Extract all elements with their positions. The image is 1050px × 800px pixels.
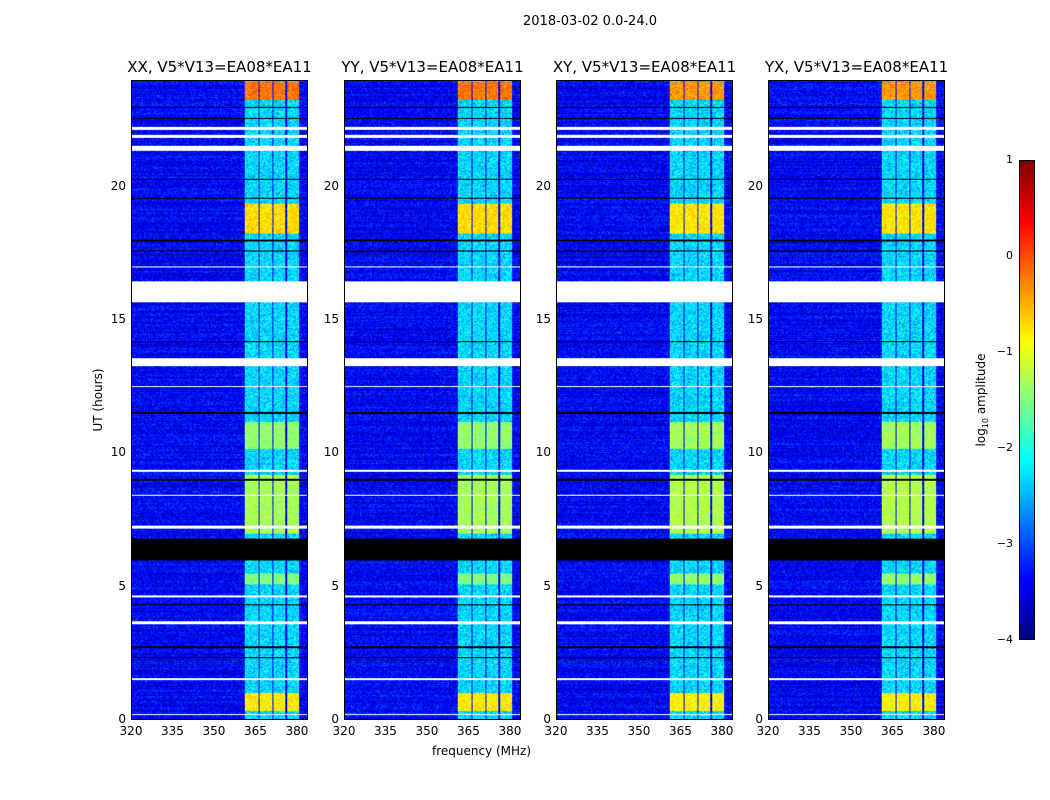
y-tick-label: 10: [535, 445, 551, 460]
panel-title: YY, V5*V13=EA08*EA11: [341, 58, 524, 76]
x-tick-label: 350: [202, 724, 226, 738]
x-tick-label: 365: [881, 724, 904, 738]
y-tick-label: 20: [535, 178, 551, 193]
y-tick-label: 20: [747, 178, 763, 193]
y-tick-label: 0: [118, 712, 126, 726]
y-tick-label: 15: [323, 312, 339, 326]
x-tick-label: 380: [498, 724, 522, 738]
panel-title: XX, V5*V13=EA08*EA11: [127, 58, 312, 76]
x-tick-label: 380: [285, 724, 309, 738]
x-tick-label: 365: [669, 724, 692, 738]
spectrogram-panel: [556, 80, 733, 720]
y-axis-label: UT (hours): [91, 368, 105, 432]
panel-title: YX, V5*V13=EA08*EA11: [764, 58, 949, 76]
x-tick-label: 335: [374, 724, 397, 738]
x-tick-label: 350: [627, 724, 651, 738]
y-tick-label: 5: [331, 578, 339, 593]
y-tick-label: 20: [110, 178, 126, 193]
y-tick-label: 15: [535, 312, 551, 326]
y-tick-label: 15: [747, 312, 763, 326]
x-tick-label: 335: [586, 724, 609, 738]
x-tick-label: 380: [710, 724, 734, 738]
y-tick-label: 0: [331, 712, 339, 726]
colorbar-tick-label: −3: [996, 537, 1013, 550]
x-tick-label: 380: [922, 724, 946, 738]
x-tick-label: 350: [415, 724, 439, 738]
x-axis-label: frequency (MHz): [432, 744, 532, 758]
spectrogram-panel: [131, 80, 308, 720]
x-tick-label: 320: [119, 724, 143, 738]
y-tick-label: 15: [110, 312, 126, 326]
y-tick-label: 5: [118, 578, 126, 593]
colorbar-tick-label: −1: [996, 345, 1013, 358]
colorbar-tick-label: 0: [1006, 249, 1013, 262]
x-tick-label: 335: [161, 724, 184, 738]
colorbar-tick-label: −2: [996, 441, 1013, 454]
spectrogram-panel: [768, 80, 945, 720]
x-tick-label: 350: [839, 724, 863, 738]
y-tick-label: 0: [755, 712, 763, 726]
x-tick-label: 365: [244, 724, 267, 738]
colorbar-tick-label: −4: [996, 633, 1013, 646]
y-tick-label: 5: [543, 578, 551, 593]
y-tick-label: 10: [747, 445, 763, 460]
spectrogram-panel: [344, 80, 521, 720]
x-tick-label: 365: [457, 724, 480, 738]
y-tick-label: 10: [323, 445, 339, 460]
colorbar-label: log10 amplitude: [973, 353, 991, 447]
x-tick-label: 335: [798, 724, 821, 738]
y-tick-label: 20: [323, 178, 339, 193]
x-tick-label: 320: [544, 724, 568, 738]
y-tick-label: 0: [543, 712, 551, 726]
y-tick-label: 5: [755, 578, 763, 593]
x-tick-label: 320: [332, 724, 356, 738]
figure-title: 2018-03-02 0.0-24.0: [523, 14, 657, 29]
panel-title: XY, V5*V13=EA08*EA11: [552, 58, 737, 76]
y-tick-label: 10: [110, 445, 126, 460]
x-tick-label: 320: [756, 724, 780, 738]
colorbar: [1019, 160, 1035, 640]
colorbar-tick-label: 1: [1006, 153, 1013, 166]
